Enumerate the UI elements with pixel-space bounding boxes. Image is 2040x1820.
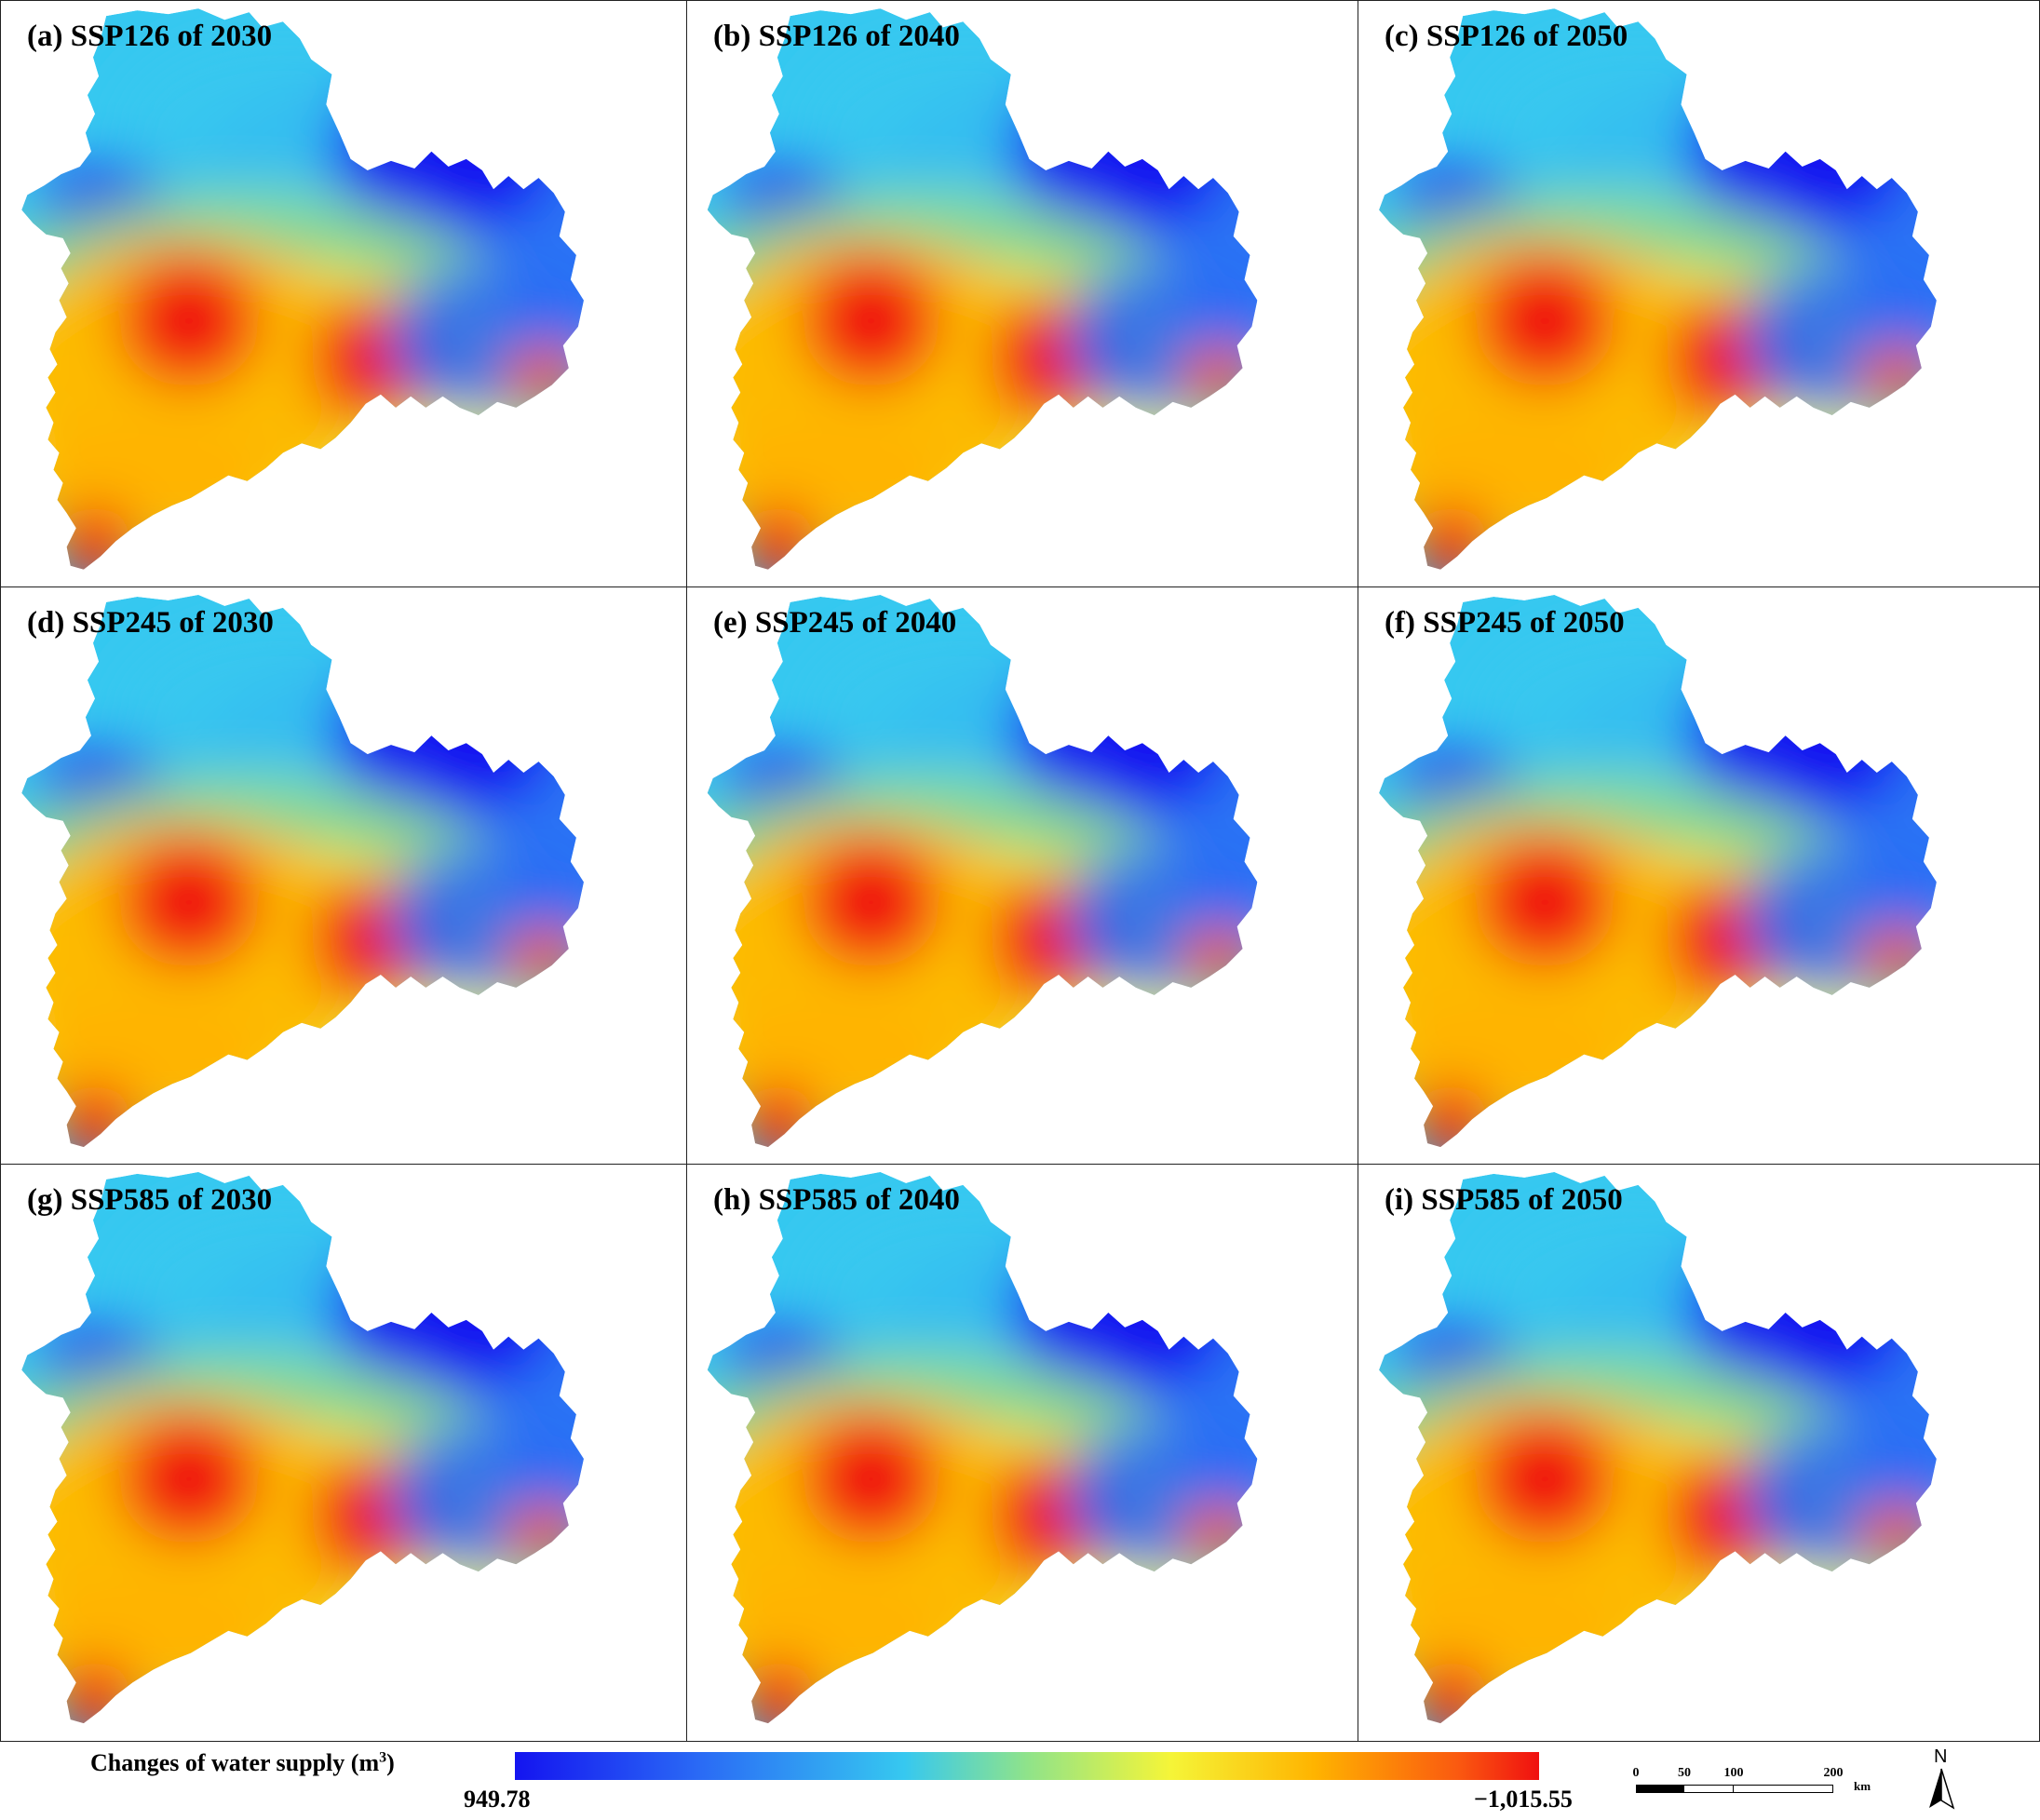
map-panel-d: (d) SSP245 of 2030 (0, 586, 688, 1166)
panel-title: (g) SSP585 of 2030 (27, 1183, 273, 1217)
legend-title-close: ) (386, 1749, 395, 1776)
scale-segment (1733, 1785, 1833, 1793)
scale-tick-50: 50 (1678, 1766, 1691, 1780)
scale-tick-0: 0 (1632, 1766, 1640, 1780)
choropleth-map (707, 1171, 1258, 1724)
choropleth-map (21, 8, 584, 570)
scale-tick-100: 100 (1723, 1766, 1744, 1780)
scale-unit: km (1854, 1779, 1871, 1793)
panel-title: (i) SSP585 of 2050 (1385, 1183, 1623, 1217)
panel-title: (a) SSP126 of 2030 (27, 20, 273, 53)
panel-title: (c) SSP126 of 2050 (1385, 20, 1628, 53)
map-raster (707, 8, 1258, 570)
panel-title: (d) SSP245 of 2030 (27, 606, 274, 640)
map-panel-a: (a) SSP126 of 2030 (0, 0, 688, 588)
choropleth-map (21, 594, 584, 1148)
north-arrow: N (1925, 1746, 1957, 1812)
color-bar-min-label: 949.78 (464, 1786, 531, 1813)
map-panel-b: (b) SSP126 of 2040 (686, 0, 1359, 588)
north-label: N (1934, 1746, 1948, 1767)
scale-segment (1683, 1785, 1734, 1793)
color-bar-max-label: −1,015.55 (1474, 1786, 1573, 1813)
map-raster (707, 594, 1258, 1148)
panel-title: (h) SSP585 of 2040 (713, 1183, 960, 1217)
map-raster (21, 1171, 584, 1724)
choropleth-map (1379, 594, 1937, 1148)
choropleth-map (1379, 8, 1937, 570)
scale-bar: 0 50 100 200 km (1632, 1766, 1871, 1803)
choropleth-map (1379, 1171, 1937, 1724)
legend-title: Changes of water supply (m3) (90, 1749, 395, 1777)
map-raster (1379, 1171, 1937, 1724)
map-panel-g: (g) SSP585 of 2030 (0, 1164, 688, 1742)
map-raster (707, 1171, 1258, 1724)
choropleth-map (21, 1171, 584, 1724)
choropleth-map (707, 8, 1258, 570)
scale-segment (1636, 1785, 1684, 1793)
map-panel-i: (i) SSP585 of 2050 (1358, 1164, 2040, 1742)
scale-tick-200: 200 (1823, 1766, 1844, 1780)
map-raster (21, 8, 584, 570)
map-panel-h: (h) SSP585 of 2040 (686, 1164, 1359, 1742)
panel-title: (b) SSP126 of 2040 (713, 20, 960, 53)
map-raster (1379, 8, 1937, 570)
map-grid: (a) SSP126 of 2030 (b) SSP126 of 2040 (c… (0, 0, 2040, 1742)
north-arrow-icon (1929, 1768, 1955, 1810)
map-raster (21, 594, 584, 1148)
map-panel-f: (f) SSP245 of 2050 (1358, 586, 2040, 1166)
map-panel-e: (e) SSP245 of 2040 (686, 586, 1359, 1166)
legend-unit-superscript: 3 (379, 1749, 387, 1766)
panel-title: (e) SSP245 of 2040 (713, 606, 957, 640)
map-raster (1379, 594, 1937, 1148)
choropleth-map (707, 594, 1258, 1148)
color-bar (515, 1752, 1539, 1780)
legend-title-text: Changes of water supply (m (90, 1749, 380, 1776)
map-panel-c: (c) SSP126 of 2050 (1358, 0, 2040, 588)
panel-title: (f) SSP245 of 2050 (1385, 606, 1625, 640)
